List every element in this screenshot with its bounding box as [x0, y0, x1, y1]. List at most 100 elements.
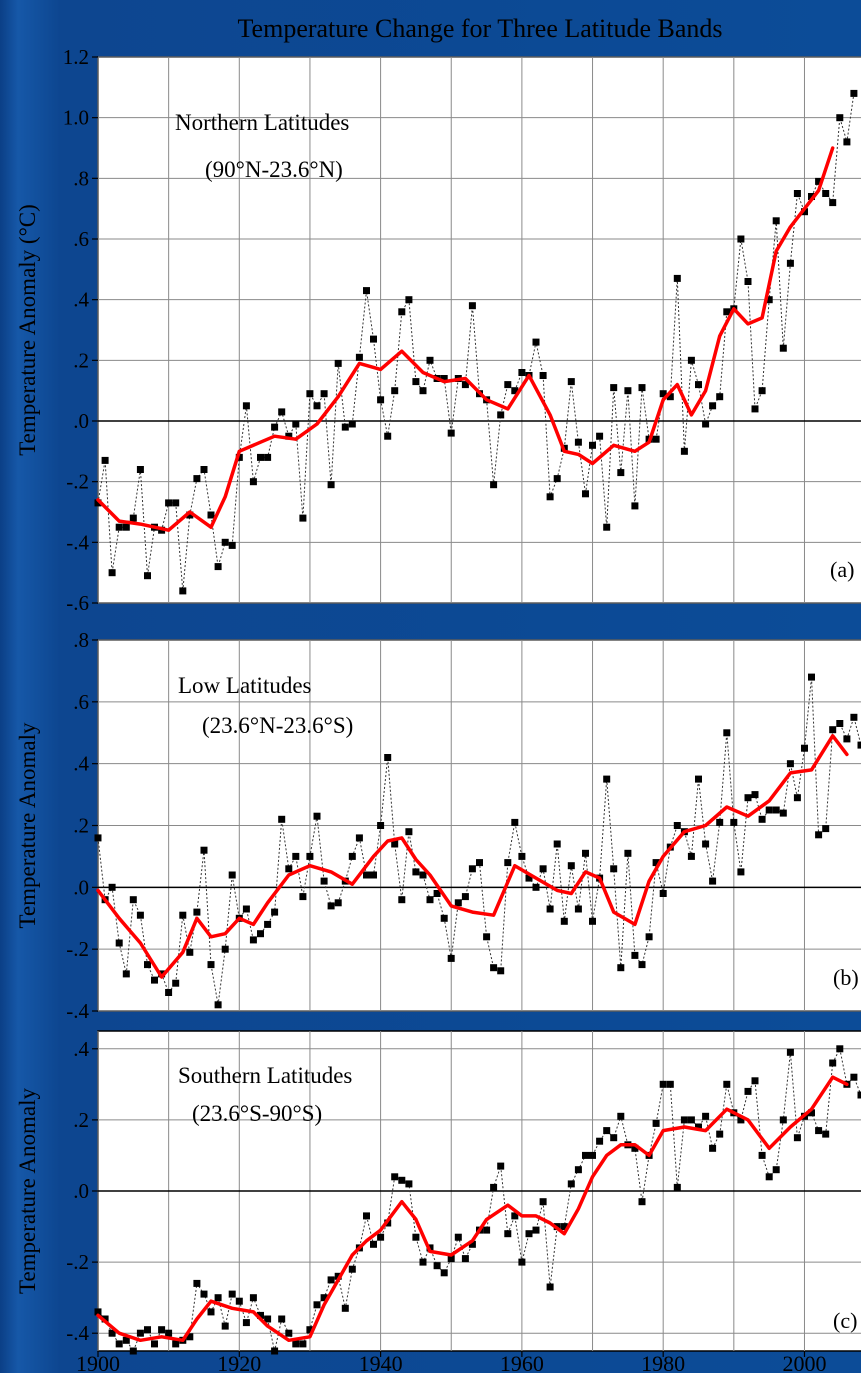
annual-point: [702, 420, 710, 428]
annual-point: [228, 871, 236, 879]
annual-point: [370, 335, 377, 343]
annual-point: [758, 387, 766, 395]
annual-point: [426, 896, 434, 904]
x-tick-label: 1960: [500, 1351, 544, 1373]
annual-point: [553, 840, 561, 848]
annual-point: [306, 852, 314, 860]
y-tick-label: -.2: [66, 937, 89, 961]
annual-point: [186, 1333, 194, 1341]
annual-point: [483, 1226, 491, 1234]
annual-point: [687, 852, 695, 860]
annual-point: [108, 569, 116, 577]
annual-point: [433, 1262, 441, 1270]
y-tick-label: .4: [73, 1037, 89, 1061]
annual-point: [829, 1059, 837, 1067]
annual-point: [617, 1112, 625, 1120]
annual-point: [518, 369, 526, 376]
y-tick-label: -.4: [66, 999, 89, 1023]
annual-point: [363, 287, 370, 295]
annual-point: [200, 1290, 208, 1298]
panel-3: -.4 -.2 .0 .2 .4 Temperature Anomaly Southern …: [15, 1030, 861, 1355]
panel-1: -.6 -.4 -.2 .0 .2 .4 .6 .8 1.0 1.2 Temperature Ano…: [15, 45, 861, 615]
annual-point: [836, 114, 844, 122]
annual-point: [779, 344, 787, 352]
annual-point: [483, 933, 491, 941]
annual-point: [687, 356, 695, 364]
annual-point: [454, 899, 462, 907]
annual-point: [391, 387, 399, 395]
x-tick-label: 1900: [76, 1351, 120, 1373]
annual-point: [680, 447, 688, 455]
annual-point: [355, 353, 363, 361]
annual-point: [334, 899, 342, 907]
annual-point: [207, 961, 215, 969]
annual-point: [539, 372, 547, 379]
annual-point: [490, 1183, 498, 1191]
annual-point: [348, 852, 356, 860]
annual-point: [115, 1340, 123, 1348]
annual-point: [341, 1304, 349, 1312]
annual-point: [786, 259, 794, 267]
annual-point: [186, 511, 194, 519]
annual-point: [221, 538, 229, 546]
annual-point: [808, 193, 815, 200]
x-tick-label: 1980: [641, 1351, 685, 1373]
annual-point: [659, 390, 667, 398]
annual-point: [772, 217, 780, 225]
annual-point: [716, 818, 724, 826]
smoothed-series-line: [96, 1075, 849, 1343]
annual-point: [129, 1347, 137, 1355]
annual-point: [709, 1144, 717, 1152]
annual-point: [285, 1329, 293, 1337]
annual-point: [228, 541, 236, 549]
annual-point: [582, 490, 589, 498]
y-tick-label: .6: [73, 227, 89, 251]
annual-point: [278, 408, 286, 416]
annual-point: [468, 302, 476, 310]
annual-point: [574, 905, 582, 913]
annual-point: [765, 806, 773, 814]
annual-point: [440, 914, 448, 922]
annual-point: [539, 1198, 547, 1206]
annual-point: [560, 1223, 568, 1231]
annual-point: [101, 1315, 109, 1323]
annual-point: [306, 390, 314, 398]
annual-point: [504, 1230, 512, 1238]
annual-point: [589, 1151, 596, 1159]
annual-point: [737, 868, 745, 876]
annual-point: [221, 945, 229, 953]
annual-point: [278, 815, 286, 823]
annual-point: [843, 138, 851, 146]
annual-point: [370, 871, 377, 879]
annual-point: [179, 911, 187, 919]
y-tick-label: -.2: [66, 1250, 89, 1274]
annual-point: [144, 961, 151, 969]
annual-point: [504, 381, 512, 389]
annual-point: [652, 435, 660, 443]
annual-point: [779, 809, 787, 817]
annual-point: [221, 1322, 229, 1330]
annual-point: [94, 834, 102, 842]
annual-point: [751, 405, 759, 413]
annual-point: [363, 1212, 370, 1220]
annual-point: [709, 877, 717, 885]
annual-point: [348, 1265, 356, 1273]
annual-point: [299, 1340, 307, 1348]
annual-point: [638, 384, 646, 392]
x-axis: 1900 1920 1940 1960 1980 2000: [76, 1351, 826, 1373]
annual-point: [398, 896, 406, 904]
annual-point: [808, 673, 815, 681]
annual-point: [468, 1240, 476, 1248]
annual-point: [836, 1045, 844, 1053]
annual-point: [603, 1127, 611, 1135]
annual-point: [617, 964, 625, 972]
y-tick-label: -.6: [66, 591, 89, 615]
annual-point: [172, 979, 180, 987]
annual-point: [271, 908, 279, 916]
annual-point: [193, 1279, 201, 1287]
annual-point: [172, 1340, 180, 1348]
panel-subtitle: (90°N-23.6°N): [205, 157, 343, 182]
annual-point: [546, 905, 554, 913]
annual-point: [574, 438, 582, 446]
annual-point: [574, 1166, 582, 1174]
